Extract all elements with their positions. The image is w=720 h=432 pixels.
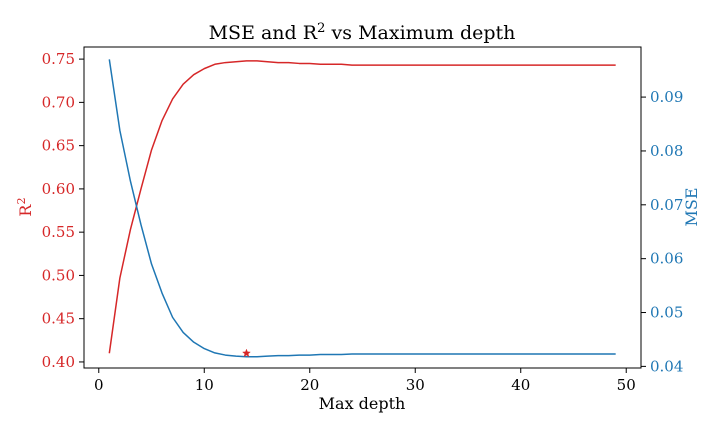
right-y-tick-label: 0.06 [650, 250, 683, 268]
right-y-axis-label: MSE [682, 187, 701, 226]
marker-layer [241, 348, 251, 358]
r2-line [108, 60, 616, 354]
left-y-tick-label: 0.75 [42, 50, 75, 68]
x-tick-label: 40 [511, 376, 530, 394]
right-axis-ticks: 0.04 0.05 0.06 0.07 0.08 0.09 [641, 88, 683, 375]
superscript-two: 2 [317, 21, 325, 36]
right-y-tick-label: 0.07 [650, 196, 683, 214]
left-y-tick-label: 0.40 [42, 353, 75, 371]
x-axis-label: Max depth [319, 394, 406, 413]
x-tick-label: 50 [617, 376, 636, 394]
right-y-tick-label: 0.08 [650, 142, 683, 160]
x-tick-label: 20 [300, 376, 319, 394]
left-y-tick-label: 0.65 [42, 137, 75, 155]
left-y-tick-label: 0.50 [42, 266, 75, 284]
mse-line [108, 59, 616, 358]
left-y-tick-label: 0.45 [42, 310, 75, 328]
chart-title: MSE and R2 vs Maximum depth [209, 21, 516, 45]
series-layer [108, 59, 616, 358]
star-marker-icon [241, 348, 251, 358]
left-axis-ticks: 0.40 0.45 0.50 0.55 0.60 0.65 0.70 0.75 [42, 50, 84, 371]
x-axis-ticks: 0 10 20 30 40 50 [94, 368, 636, 394]
left-y-tick-label: 0.70 [42, 93, 75, 111]
right-y-tick-label: 0.04 [650, 357, 683, 375]
left-y-tick-label: 0.60 [42, 180, 75, 198]
left-y-tick-label: 0.55 [42, 223, 75, 241]
x-tick-label: 0 [94, 376, 104, 394]
right-y-tick-label: 0.09 [650, 88, 683, 106]
x-tick-label: 10 [195, 376, 214, 394]
x-tick-label: 30 [406, 376, 425, 394]
left-y-axis-label: R2 [15, 197, 36, 216]
superscript-two: 2 [15, 197, 28, 204]
plot-frame [83, 46, 642, 369]
right-y-tick-label: 0.05 [650, 304, 683, 322]
